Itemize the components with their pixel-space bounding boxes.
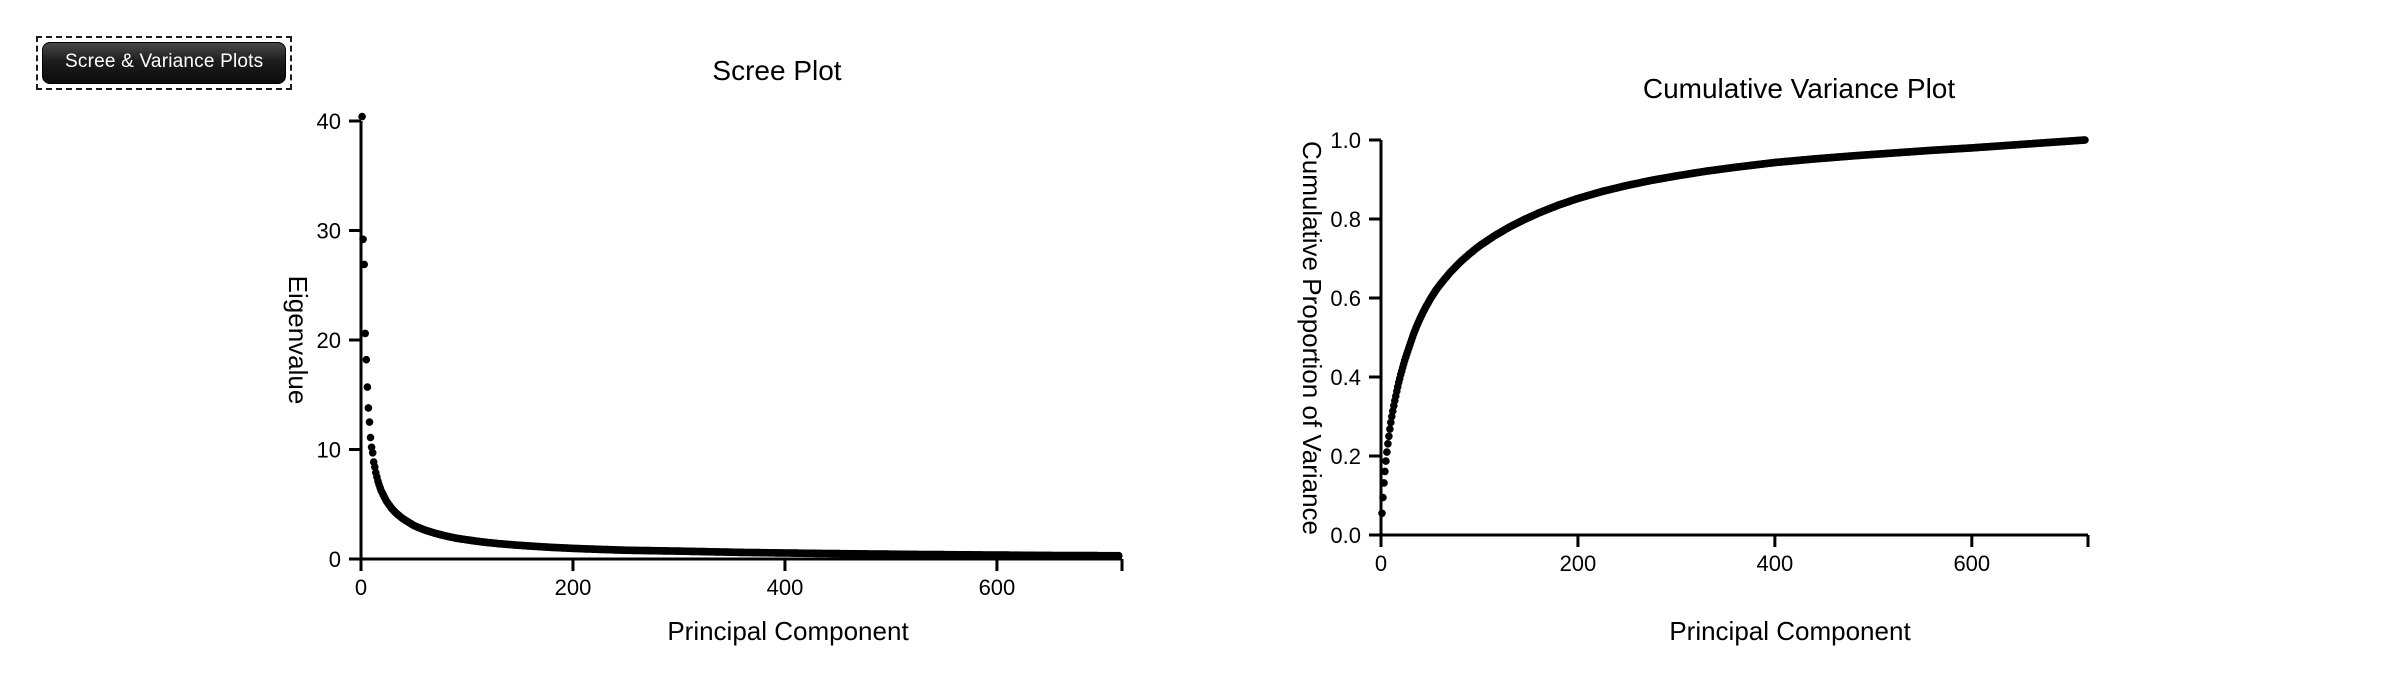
cumulative-variance-plot-y-tick-label: 0.4	[1330, 365, 1361, 390]
cumulative-variance-plot-x-axis-label: Principal Component	[1669, 616, 1911, 646]
cumulative-variance-plot-x-tick-label: 400	[1757, 551, 1794, 576]
scree-plot-x-tick-label: 200	[555, 575, 592, 600]
cumulative-variance-plot-y-axis: 0.0 0.2 0.4 0.6 0.8 1.0	[1330, 128, 1381, 548]
cumulative-variance-plot-y-tick-label: 0.0	[1330, 523, 1361, 548]
cumulative-variance-plot-y-tick-label: 0.8	[1330, 207, 1361, 232]
scree-plot-y-axis: 0 10 20 30 40	[317, 109, 361, 572]
cumulative-variance-plot-x-tick-label: 600	[1953, 551, 1990, 576]
scree-plot-y-tick-label: 30	[317, 219, 341, 244]
cumulative-variance-plot-y-tick-label: 1.0	[1330, 128, 1361, 153]
selection-outline: Scree & Variance Plots	[36, 36, 293, 90]
cumulative-variance-plot[interactable]: 0.0 0.2 0.4 0.6 0.8 1.0 0 200 400 600 Cumulative V…	[1297, 73, 2090, 646]
scree-plot-y-axis-label: Eigenvalue	[283, 276, 313, 405]
scree-plot-x-tick-label: 600	[979, 575, 1016, 600]
scree-variance-plots-button[interactable]: Scree & Variance Plots	[42, 42, 287, 84]
scree-plot-x-tick-label: 0	[355, 575, 367, 600]
cumulative-variance-plot-x-axis: 0 200 400 600	[1375, 535, 2090, 576]
scree-plot-y-tick-label: 0	[329, 547, 341, 572]
cumulative-variance-plot-y-tick-label: 0.6	[1330, 286, 1361, 311]
cumulative-variance-plot-title: Cumulative Variance Plot	[1643, 73, 1956, 104]
cumulative-variance-plot-x-tick-label: 200	[1560, 551, 1597, 576]
scree-plot-axes	[359, 121, 1122, 561]
scree-plot-points	[358, 112, 1123, 560]
cumulative-variance-plot-y-axis-label: Cumulative Proportion of Variance	[1297, 141, 1327, 535]
cumulative-variance-plot-y-tick-label: 0.2	[1330, 444, 1361, 469]
scree-plot-x-tick-label: 400	[767, 575, 804, 600]
scree-plot-y-tick-label: 10	[317, 438, 341, 463]
scree-plot-title: Scree Plot	[712, 55, 841, 86]
cumulative-variance-plot-axes	[1379, 140, 2088, 537]
scree-plot-x-axis: 0 200 400 600	[355, 559, 1124, 600]
cumulative-variance-plot-points	[1378, 136, 2089, 518]
scree-plot-x-axis-label: Principal Component	[667, 616, 909, 646]
cumulative-variance-plot-x-tick-label: 0	[1375, 551, 1387, 576]
scree-plot-y-tick-label: 40	[317, 109, 341, 134]
scree-plot-y-tick-label: 20	[317, 328, 341, 353]
